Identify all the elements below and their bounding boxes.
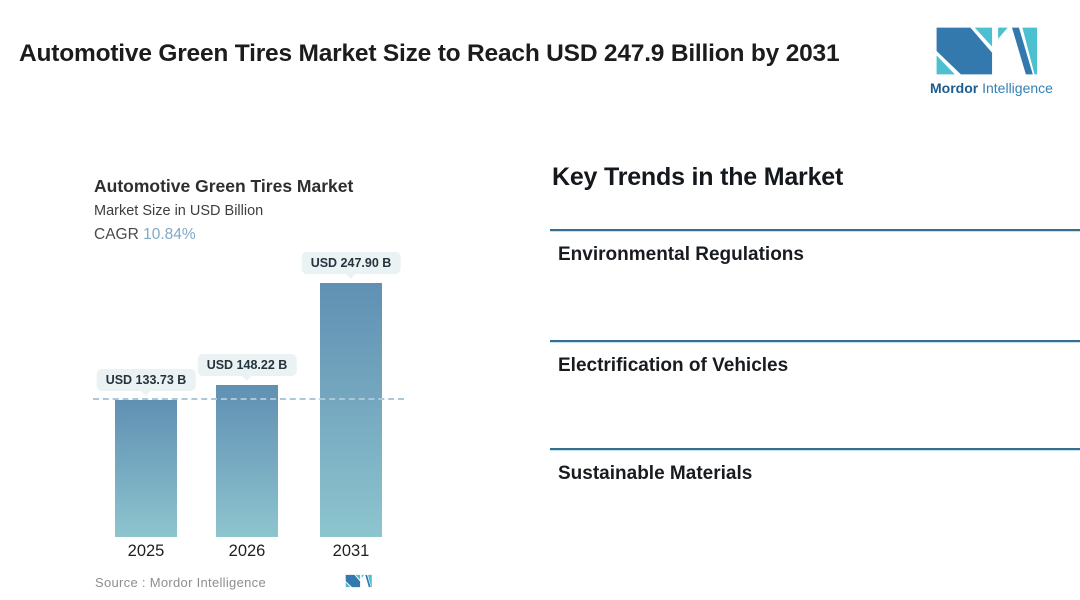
trend-label: Sustainable Materials bbox=[558, 463, 753, 484]
trend-divider bbox=[550, 229, 1080, 232]
trend-item: Sustainable Materials bbox=[550, 448, 1080, 485]
source-text: Source : Mordor Intelligence bbox=[95, 575, 266, 590]
trend-item: Environmental Regulations bbox=[550, 229, 1080, 266]
trend-label: Electrification of Vehicles bbox=[558, 355, 789, 376]
reference-dashed-line bbox=[93, 398, 404, 400]
brand-name-bold: Mordor bbox=[930, 80, 979, 96]
bar-2025 bbox=[115, 400, 177, 537]
trend-item: Electrification of Vehicles bbox=[550, 340, 1080, 377]
page-title: Automotive Green Tires Market Size to Re… bbox=[19, 40, 840, 67]
brand-name-light: Intelligence bbox=[982, 80, 1053, 96]
bar-2031 bbox=[320, 283, 382, 537]
trends-heading: Key Trends in the Market bbox=[552, 163, 844, 191]
bar-value-badge: USD 133.73 B bbox=[96, 369, 196, 391]
x-axis-label: 2026 bbox=[228, 542, 266, 560]
mordor-mini-logo-icon bbox=[345, 571, 372, 596]
chart-subtitle: Market Size in USD Billion bbox=[94, 203, 264, 219]
trend-label: Environmental Regulations bbox=[558, 244, 804, 265]
bar-value-badge: USD 247.90 B bbox=[301, 252, 401, 274]
cagr-label: CAGR bbox=[94, 226, 139, 243]
x-axis-label: 2025 bbox=[127, 542, 165, 560]
cagr-value: 10.84% bbox=[143, 226, 196, 243]
chart-cagr: CAGR 10.84% bbox=[94, 226, 196, 244]
brand-block: Mordor Intelligence bbox=[930, 25, 1060, 96]
chart-title: Automotive Green Tires Market bbox=[94, 176, 354, 196]
bar-2026 bbox=[216, 385, 278, 537]
trend-divider bbox=[550, 448, 1080, 451]
x-axis-label: 2031 bbox=[332, 542, 370, 560]
bar-value-badge: USD 148.22 B bbox=[197, 354, 297, 376]
trend-divider bbox=[550, 340, 1080, 343]
mordor-intelligence-logo-icon bbox=[930, 25, 1060, 77]
brand-name: Mordor Intelligence bbox=[930, 80, 1060, 96]
